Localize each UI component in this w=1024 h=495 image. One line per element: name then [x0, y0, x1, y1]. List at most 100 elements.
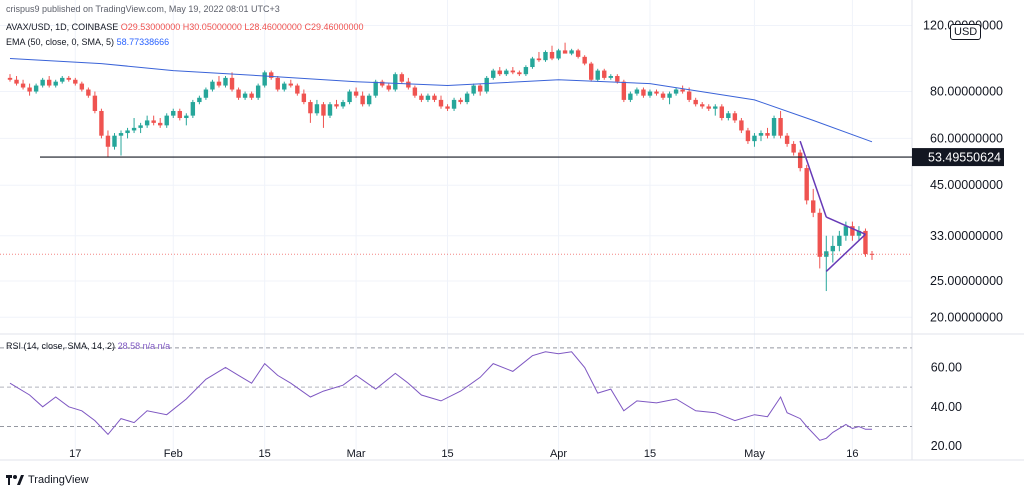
rsi-value: 28.58 — [117, 341, 141, 351]
tradingview-logo[interactable]: TradingView — [6, 474, 89, 486]
candle — [595, 68, 600, 82]
candle-body — [288, 83, 294, 86]
support-price-label: 53.49550624 — [928, 151, 1001, 165]
candle — [739, 118, 744, 134]
candle-body — [719, 106, 725, 119]
candle — [334, 99, 339, 109]
candle-body — [157, 122, 163, 126]
candle-body — [752, 135, 757, 142]
candle — [791, 141, 796, 156]
candle — [569, 48, 574, 56]
candle — [92, 91, 98, 114]
candle-body — [125, 130, 130, 134]
candle-body — [7, 77, 13, 80]
time-axis-label: 17 — [69, 448, 81, 460]
candle-body — [575, 50, 581, 57]
candle-body — [255, 85, 261, 98]
candle-body — [797, 152, 803, 169]
candle-body — [464, 93, 470, 103]
candle — [301, 89, 307, 105]
ema-line — [9, 58, 873, 143]
time-axis-label: 16 — [846, 448, 858, 460]
rsi-legend[interactable]: RSI (14, close, SMA, 14, 2) 28.58 n/a n/… — [6, 341, 170, 351]
candle — [229, 72, 235, 92]
candle-body — [282, 83, 287, 90]
candle-body — [562, 50, 568, 54]
ohlc-low: L28.46000000 — [244, 22, 302, 32]
candle-body — [641, 89, 646, 96]
candle-body — [536, 58, 542, 61]
candle — [340, 99, 346, 109]
candle-body — [27, 87, 32, 92]
candle — [608, 74, 613, 80]
candle-body — [660, 93, 666, 98]
candle-body — [484, 77, 489, 92]
published-line: crispus9 published on TradingView.com, M… — [6, 4, 280, 14]
candle-body — [73, 79, 78, 84]
candle-body — [628, 93, 633, 100]
candle-body — [353, 91, 359, 96]
candle-body — [608, 76, 613, 78]
candle-body — [131, 127, 137, 131]
ohlc-high: H30.05000000 — [182, 22, 242, 32]
candle-body — [229, 77, 235, 90]
candle — [353, 87, 359, 98]
currency-button[interactable]: USD — [950, 24, 982, 40]
candle — [745, 127, 751, 144]
time-axis-label: Apr — [550, 448, 567, 460]
candle-body — [406, 81, 411, 88]
ema-legend[interactable]: EMA (50, close, 0, SMA, 5) 58.77338666 — [6, 37, 169, 47]
candle-body — [164, 115, 169, 126]
candle — [399, 72, 405, 84]
candle — [164, 113, 169, 128]
candle-body — [445, 106, 450, 109]
candle-body — [549, 51, 555, 59]
candle — [380, 79, 385, 88]
candle — [771, 115, 777, 139]
candle — [477, 83, 483, 96]
time-axis-label: 15 — [644, 448, 656, 460]
candle — [295, 83, 300, 96]
candle — [824, 235, 829, 292]
candle-body — [327, 104, 333, 116]
candle-body — [366, 95, 372, 105]
triangle-pattern-line — [825, 233, 866, 273]
candle-body — [673, 89, 679, 94]
candle — [308, 99, 313, 123]
candle — [543, 50, 548, 62]
candle — [73, 77, 78, 86]
ohlc-open: O29.53000000 — [120, 22, 181, 32]
price-axis-label: 20.00000000 — [930, 310, 1003, 324]
candle-body — [667, 93, 672, 98]
candle — [811, 188, 816, 218]
time-axis-label: Feb — [164, 448, 183, 460]
candle — [869, 251, 875, 260]
candle — [223, 76, 228, 88]
rsi-na-1: n/a — [142, 341, 156, 351]
candle-body — [425, 95, 431, 100]
price-axis-label: 60.00000000 — [930, 131, 1003, 145]
candle — [60, 76, 65, 84]
candle-body — [491, 70, 496, 78]
candle — [778, 110, 783, 139]
candle-body — [334, 104, 339, 107]
candle-body — [556, 50, 561, 59]
candle-body — [569, 50, 574, 54]
candle-body — [588, 63, 594, 80]
candle — [451, 97, 457, 111]
candle-body — [171, 110, 176, 116]
candle — [621, 79, 627, 103]
candle — [667, 91, 672, 105]
candle — [412, 85, 418, 98]
candle-body — [112, 135, 117, 147]
candle-body — [732, 113, 738, 121]
candle-body — [216, 81, 222, 86]
candle-body — [856, 230, 862, 236]
candle-body — [60, 77, 65, 82]
candle — [79, 81, 85, 92]
candle-body — [680, 89, 685, 92]
candle — [562, 42, 568, 54]
candle-body — [477, 85, 483, 92]
candle — [628, 91, 633, 103]
